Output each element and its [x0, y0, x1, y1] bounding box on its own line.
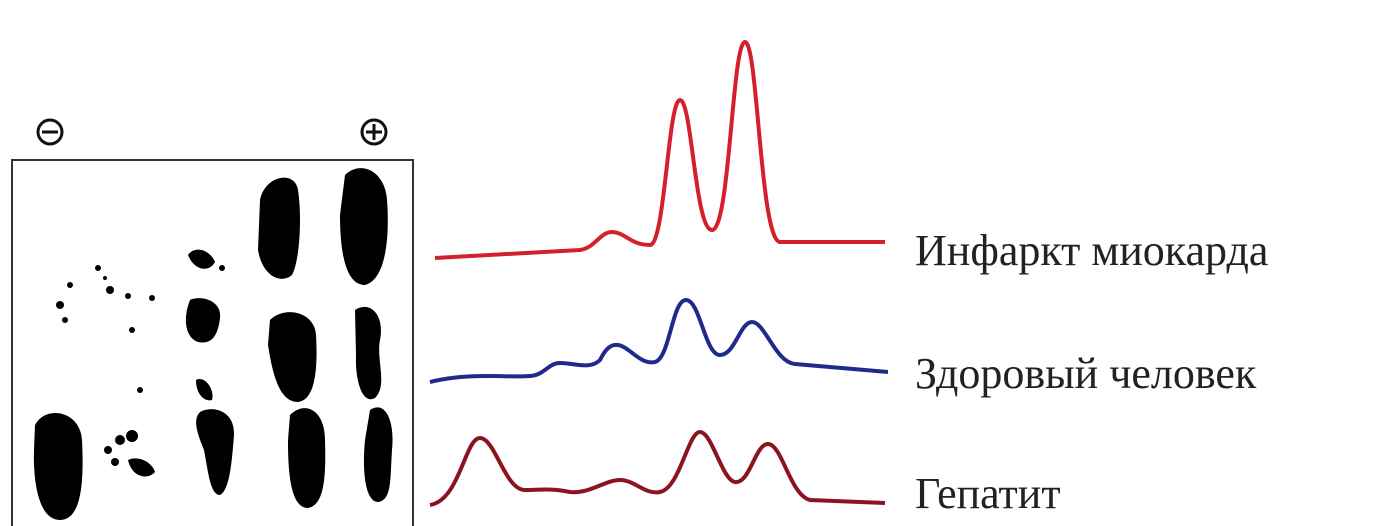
curve-healthy — [430, 300, 888, 382]
label: Гепатит — [915, 469, 1061, 518]
label: Инфаркт миокарда — [915, 226, 1268, 275]
page: {"labels": ["Инфаркт миокарда", "Здоровы… — [0, 0, 1385, 526]
gel-bands — [34, 168, 393, 520]
curve-infarction — [435, 42, 885, 258]
diagram: Инфаркт миокарда Здоровый человек Гепати… — [0, 0, 1385, 526]
polarity-plus — [362, 120, 386, 144]
label: Здоровый человек — [915, 349, 1257, 398]
densitograms — [430, 42, 888, 505]
curve-hepatitis — [430, 432, 885, 505]
polarity-minus — [38, 120, 62, 144]
